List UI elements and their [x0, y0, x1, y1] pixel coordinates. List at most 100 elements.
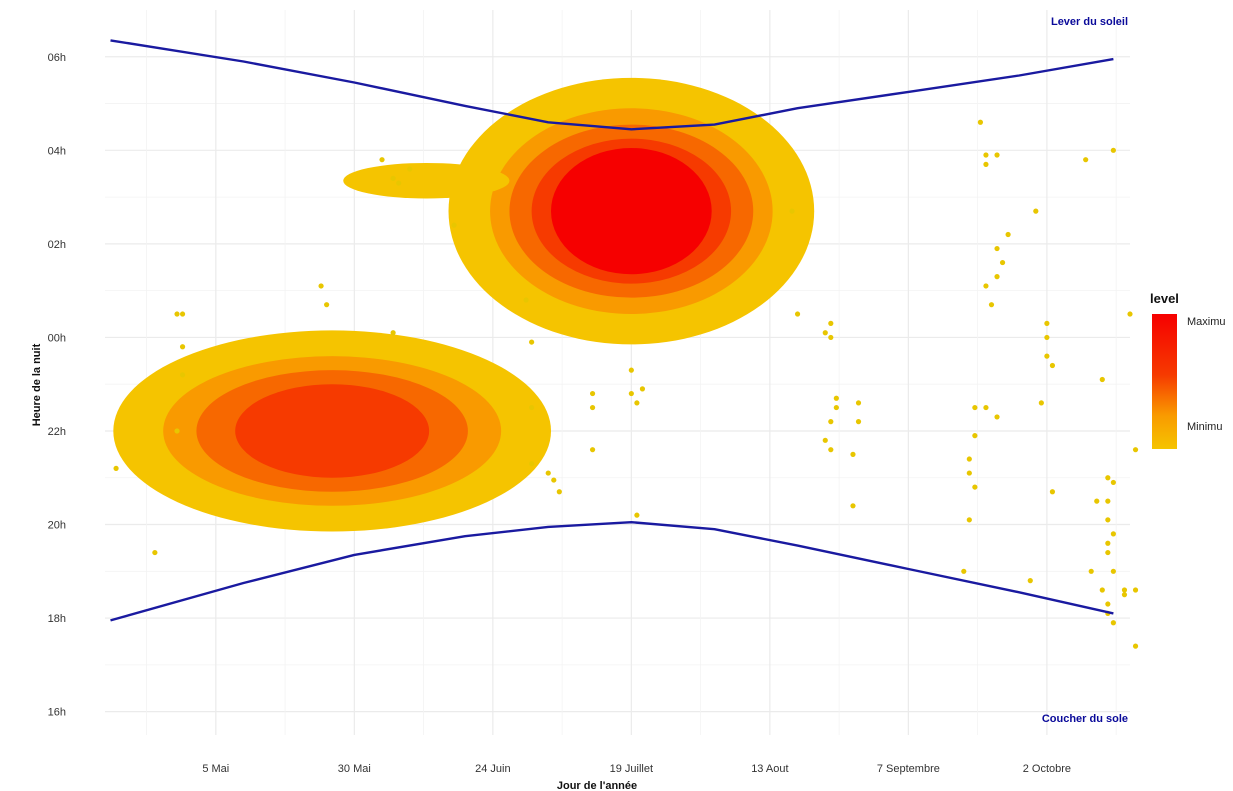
- sunset-line: [110, 521, 1114, 622]
- data-point: [634, 512, 640, 518]
- data-point: [113, 465, 119, 471]
- x-tick-label: 13 Aout: [751, 763, 788, 775]
- data-point: [1105, 540, 1111, 546]
- data-point: [152, 549, 158, 556]
- data-point: [1094, 498, 1100, 504]
- data-point: [1132, 643, 1139, 649]
- data-point: [994, 274, 1000, 280]
- y-tick-label: 18h: [48, 613, 66, 625]
- data-point: [1127, 311, 1133, 317]
- data-point: [179, 344, 186, 350]
- data-point: [1110, 568, 1116, 574]
- data-point: [390, 330, 396, 336]
- data-point: [789, 208, 795, 214]
- data-point: [972, 433, 978, 439]
- sunrise-line: [110, 39, 1114, 131]
- data-point: [966, 470, 972, 476]
- data-point: [639, 386, 646, 392]
- data-point: [529, 461, 535, 467]
- data-point: [828, 447, 834, 453]
- data-point: [451, 222, 457, 228]
- data-point: [972, 484, 978, 490]
- data-point: [983, 404, 989, 411]
- x-tick-labels: 5 Mai 30 Mai 24 Juin 19 Juillet 13 Aout 7 Sep…: [202, 763, 1071, 775]
- data-point: [634, 400, 640, 406]
- data-point: [179, 372, 186, 378]
- data-point: [961, 568, 967, 574]
- data-point: [833, 395, 839, 401]
- data-point: [174, 428, 180, 434]
- data-point: [1105, 549, 1111, 556]
- data-point: [1044, 320, 1050, 326]
- x-tick-label: 24 Juin: [475, 763, 510, 775]
- data-point: [828, 334, 834, 341]
- data-point: [994, 245, 1000, 252]
- data-point: [556, 489, 562, 495]
- data-point: [628, 367, 634, 373]
- data-point: [1088, 568, 1094, 574]
- density-contours: [113, 77, 815, 532]
- data-point: [983, 283, 989, 289]
- density-cluster-3-level-1: [343, 162, 510, 199]
- data-point: [523, 297, 529, 303]
- data-point: [988, 302, 995, 308]
- data-point: [983, 161, 989, 167]
- data-point: [318, 283, 324, 289]
- y-tick-label: 06h: [48, 52, 66, 64]
- y-tick-labels: 16h 18h 20h 22h 00h 02h 04h 06h: [48, 52, 66, 719]
- data-point: [1105, 475, 1111, 481]
- data-point: [174, 311, 180, 317]
- data-point: [407, 166, 413, 172]
- y-axis-title: Heure de la nuit: [31, 343, 43, 426]
- data-point: [850, 451, 856, 457]
- y-tick-label: 16h: [48, 707, 66, 719]
- data-point: [999, 259, 1006, 266]
- data-point: [1105, 601, 1111, 607]
- data-point: [1132, 447, 1139, 453]
- y-tick-label: 02h: [48, 239, 66, 251]
- y-tick-label: 00h: [48, 332, 66, 344]
- data-point: [1033, 208, 1039, 214]
- data-point: [1110, 531, 1116, 537]
- x-tick-label: 5 Mai: [202, 763, 229, 775]
- data-point: [855, 400, 862, 406]
- data-point: [396, 180, 402, 186]
- data-point: [1038, 400, 1044, 406]
- legend-min-label: Minimu: [1187, 421, 1222, 433]
- data-point: [1099, 587, 1105, 593]
- data-point: [972, 404, 978, 411]
- y-tick-label: 04h: [48, 145, 66, 157]
- x-axis-title: Jour de l'année: [557, 780, 637, 791]
- x-tick-label: 30 Mai: [338, 763, 371, 775]
- data-point: [1121, 592, 1128, 598]
- data-point: [589, 390, 596, 397]
- data-point: [589, 447, 596, 453]
- density-cluster-2-level-5: [551, 147, 712, 275]
- data-point: [1049, 362, 1056, 369]
- data-point: [1049, 489, 1056, 495]
- data-point: [1005, 231, 1011, 238]
- data-point: [1044, 353, 1050, 359]
- data-point: [994, 414, 1000, 420]
- legend-max-label: Maximu: [1187, 316, 1226, 328]
- y-tick-label: 22h: [48, 426, 66, 438]
- data-point: [822, 437, 828, 443]
- sun-lines: [110, 39, 1114, 622]
- y-tick-label: 20h: [48, 520, 66, 532]
- data-point: [390, 175, 396, 181]
- data-point: [1083, 157, 1089, 163]
- data-point: [589, 404, 596, 411]
- data-point: [850, 503, 856, 509]
- data-point: [1121, 587, 1128, 593]
- data-point: [1110, 479, 1116, 486]
- x-tick-label: 19 Juillet: [610, 763, 653, 775]
- data-point: [983, 152, 989, 158]
- data-point: [324, 302, 330, 308]
- x-tick-label: 2 Octobre: [1023, 763, 1071, 775]
- x-tick-label: 7 Septembre: [877, 763, 940, 775]
- data-point: [1105, 498, 1111, 504]
- data-point: [855, 419, 862, 425]
- data-point: [628, 390, 634, 397]
- data-point: [1044, 334, 1050, 341]
